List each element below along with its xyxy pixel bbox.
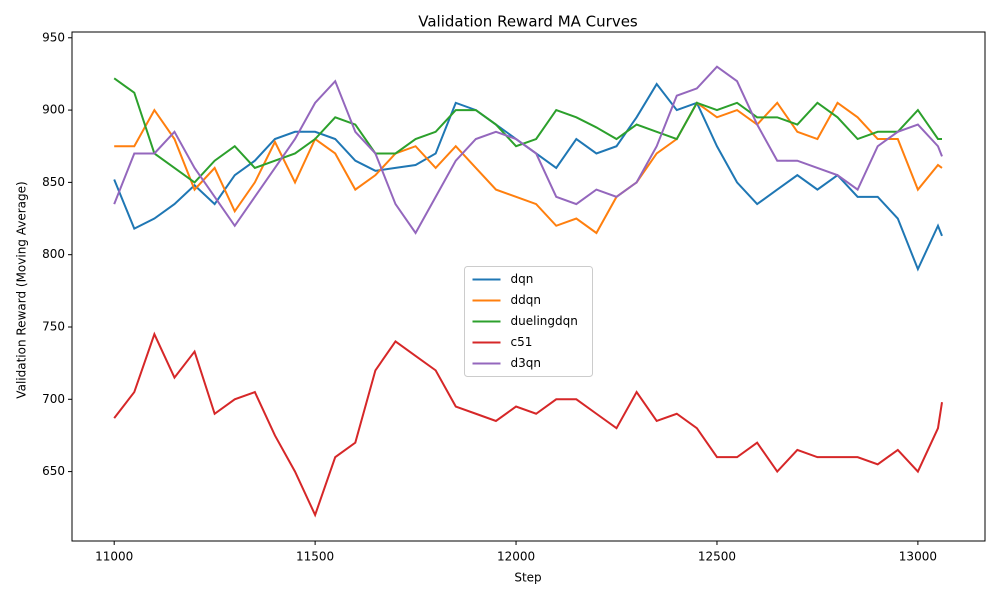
x-axis-label: Step xyxy=(514,571,541,585)
line-series xyxy=(113,331,943,518)
chart-title: Validation Reward MA Curves xyxy=(418,13,638,31)
legend-box xyxy=(464,266,593,377)
y-tick-label: 650 xyxy=(42,464,65,478)
y-tick-label: 800 xyxy=(42,247,65,261)
legend-label: duelingdqn xyxy=(511,314,578,328)
x-tick-label: 13000 xyxy=(899,550,937,564)
x-tick-label: 12500 xyxy=(698,550,736,564)
x-tick-label: 11500 xyxy=(296,550,334,564)
x-tick-label: 11000 xyxy=(95,550,133,564)
line-series xyxy=(114,101,943,235)
line-series xyxy=(113,82,943,272)
line-series xyxy=(113,65,943,235)
y-tick-label: 750 xyxy=(42,319,65,333)
y-tick-label: 950 xyxy=(42,30,65,44)
plot-frame xyxy=(71,31,986,542)
line-series xyxy=(113,77,943,184)
legend: dqn ddqn duelingdqn c51 d3qn xyxy=(464,266,593,377)
y-tick-label: 700 xyxy=(42,392,65,406)
legend-label: d3qn xyxy=(511,356,541,370)
y-tick-label: 900 xyxy=(42,103,65,117)
legend-label: dqn xyxy=(511,272,534,286)
legend-label: ddqn xyxy=(511,293,541,307)
y-tick-label: 850 xyxy=(42,175,65,189)
legend-label: c51 xyxy=(511,335,533,349)
y-axis-label: Validation Reward (Moving Average) xyxy=(15,181,29,398)
x-tick-label: 12000 xyxy=(497,550,535,564)
